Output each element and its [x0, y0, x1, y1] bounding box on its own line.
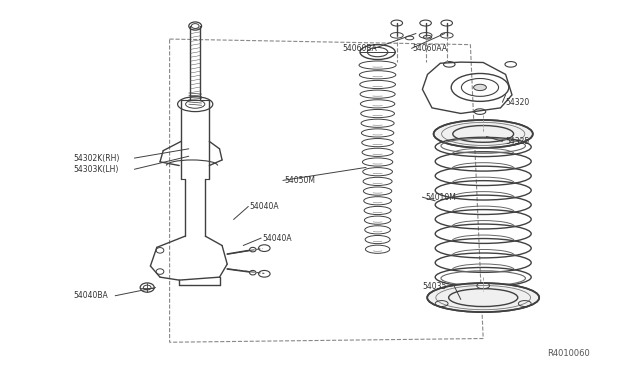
Text: 54040A: 54040A [250, 202, 279, 211]
Text: 54035: 54035 [422, 282, 447, 291]
Text: 54325: 54325 [506, 137, 530, 146]
Ellipse shape [434, 120, 532, 148]
Text: 54302K(RH): 54302K(RH) [74, 154, 120, 163]
Text: 54040BA: 54040BA [74, 291, 108, 300]
Text: 54010M: 54010M [426, 193, 456, 202]
Text: 54303K(LH): 54303K(LH) [74, 165, 119, 174]
Ellipse shape [428, 283, 540, 312]
Text: 54320: 54320 [506, 98, 530, 107]
Text: R4010060: R4010060 [547, 349, 590, 358]
Text: 54060AA: 54060AA [413, 44, 448, 53]
Ellipse shape [474, 84, 486, 90]
Text: 54050M: 54050M [285, 176, 316, 185]
Text: 54040A: 54040A [262, 234, 292, 243]
Text: 54060BA: 54060BA [342, 44, 377, 53]
